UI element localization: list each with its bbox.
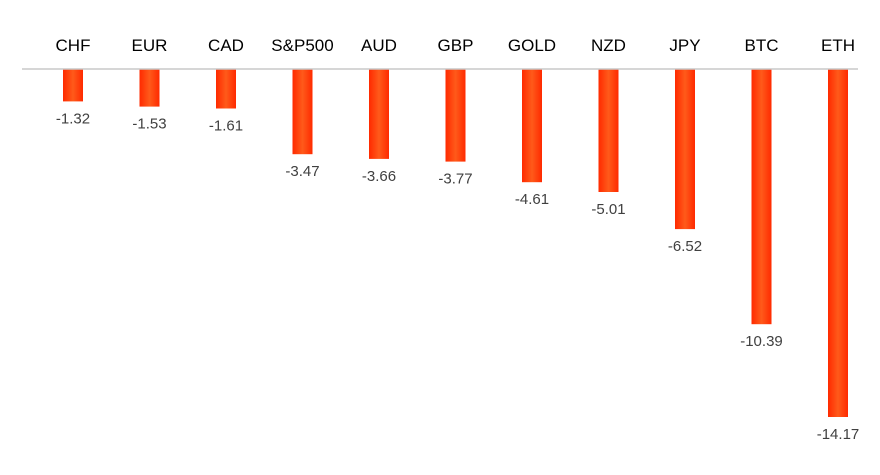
category-label: EUR <box>132 36 168 55</box>
bar-gold <box>522 69 542 183</box>
value-label: -3.47 <box>285 163 319 180</box>
value-labels: -1.32 -1.53 -1.61 -3.47 -3.66 -3.77 -4.61 -5.01… <box>56 110 859 443</box>
category-label: CAD <box>208 36 244 55</box>
bar-aud <box>369 69 389 159</box>
value-label: -10.39 <box>740 333 783 350</box>
value-label: -14.17 <box>817 426 860 443</box>
value-label: -1.61 <box>209 118 243 135</box>
bar-gbp <box>445 69 466 162</box>
value-label: -1.32 <box>56 110 90 127</box>
category-label: GOLD <box>508 36 556 55</box>
category-label: AUD <box>361 36 397 55</box>
category-label: ETH <box>821 36 855 55</box>
value-label: -5.01 <box>591 201 625 218</box>
bar-cad <box>216 69 236 109</box>
value-label: -4.61 <box>515 191 549 208</box>
bars-layer <box>63 69 848 417</box>
category-label: GBP <box>438 36 474 55</box>
bar-eth <box>828 69 848 417</box>
category-label: BTC <box>745 36 779 55</box>
category-labels: CHF EUR CAD S&P500 AUD GBP GOLD NZD JPY BTC ETH <box>56 36 855 55</box>
value-label: -3.77 <box>438 171 472 188</box>
bar-btc <box>751 69 772 325</box>
category-label: S&P500 <box>271 36 333 55</box>
bar-eur <box>139 69 160 107</box>
category-label: CHF <box>56 36 91 55</box>
value-label: -3.66 <box>362 168 396 185</box>
value-label: -6.52 <box>668 238 702 255</box>
category-label: NZD <box>591 36 626 55</box>
category-label: JPY <box>669 36 700 55</box>
bar-nzd <box>598 69 619 192</box>
bar-sp500 <box>292 69 313 155</box>
value-label: -1.53 <box>132 116 166 133</box>
bar-chf <box>63 69 83 102</box>
bar-jpy <box>675 69 695 230</box>
